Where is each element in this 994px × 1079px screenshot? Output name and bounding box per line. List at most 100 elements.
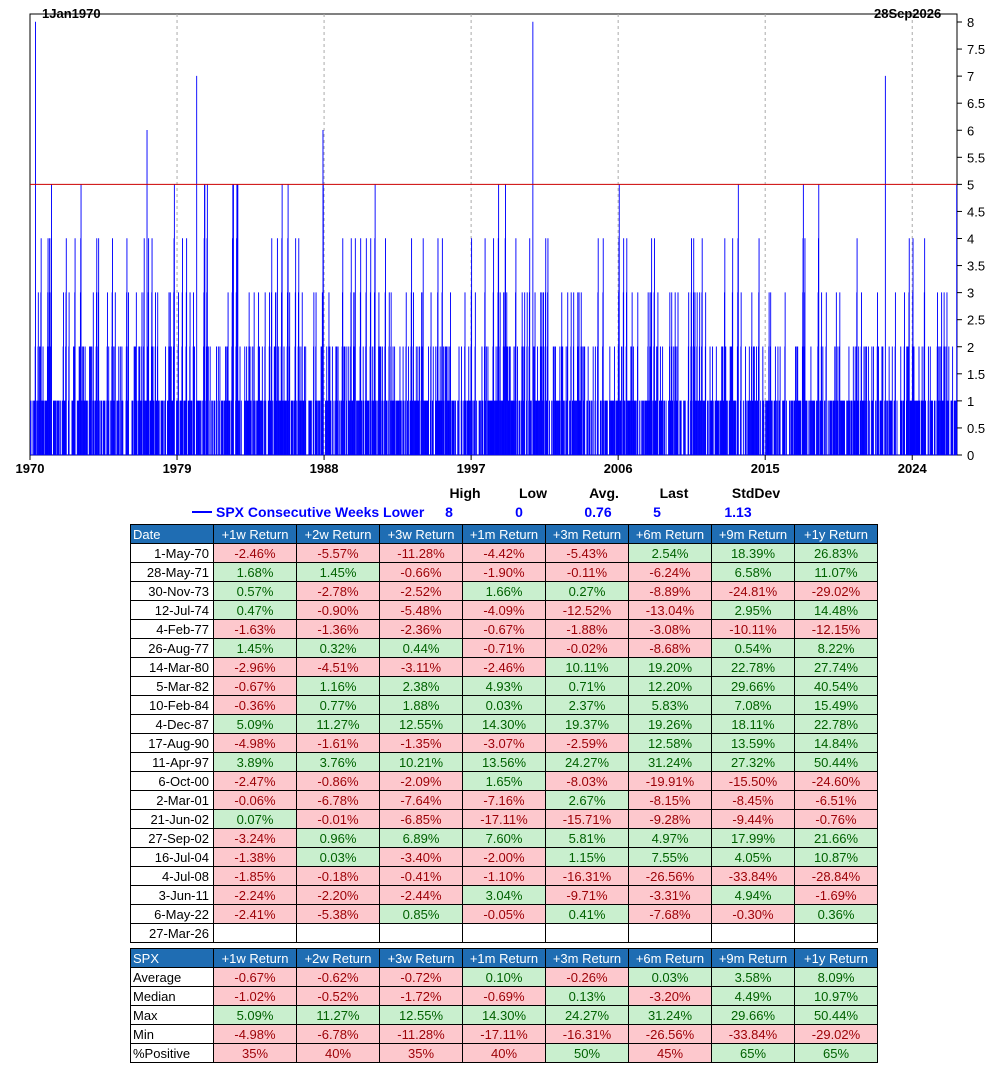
- legend-stat-label: Avg.: [589, 485, 619, 501]
- return-cell: -2.46%: [462, 657, 546, 677]
- event-date: 21-Jun-02: [130, 809, 214, 829]
- x-tick-label: 2006: [604, 461, 633, 476]
- return-cell: 0.96%: [296, 828, 380, 848]
- legend-stat-label: Low: [519, 485, 547, 501]
- legend-stat-label: StdDev: [732, 485, 780, 501]
- stat-cell: 31.24%: [628, 1005, 712, 1025]
- y-tick-label: 4.5: [967, 204, 985, 219]
- return-cell: 4.93%: [462, 676, 546, 696]
- return-cell: 0.77%: [296, 695, 380, 715]
- y-tick-label: 8: [967, 15, 974, 30]
- event-date: 26-Aug-77: [130, 638, 214, 658]
- return-cell: 0.41%: [545, 904, 629, 924]
- return-cell: -0.01%: [296, 809, 380, 829]
- column-header: +1y Return: [794, 524, 878, 544]
- return-cell: 1.45%: [213, 638, 297, 658]
- return-cell: -12.52%: [545, 600, 629, 620]
- table-row: 4-Dec-87 5.09% 11.27% 12.55% 14.30% 19.37% 19.…: [130, 714, 878, 734]
- stat-cell: 11.27%: [296, 1005, 380, 1025]
- return-cell: 40.54%: [794, 676, 878, 696]
- event-returns-table: Date +1w Return +2w Return +3w Return +1m Re…: [130, 524, 878, 943]
- event-date: 12-Jul-74: [130, 600, 214, 620]
- y-tick-label: 7.5: [967, 42, 985, 57]
- return-cell: -1.90%: [462, 562, 546, 582]
- return-cell: 0.32%: [296, 638, 380, 658]
- return-cell: 29.66%: [711, 676, 795, 696]
- return-cell: -0.67%: [213, 676, 297, 696]
- event-date: 4-Dec-87: [130, 714, 214, 734]
- return-cell: 14.84%: [794, 733, 878, 753]
- return-cell: -1.69%: [794, 885, 878, 905]
- return-cell: 4.94%: [711, 885, 795, 905]
- weeks-lower-chart: 0 0.5 1 1.5 2 2.5 3 3.5 4 4.5 5 5.5 6 6.5 7 7.5 8 1970 197…: [16, 6, 986, 520]
- return-cell: 24.27%: [545, 752, 629, 772]
- y-tick-label: 5: [967, 177, 974, 192]
- return-cell: -2.00%: [462, 847, 546, 867]
- column-header: +2w Return: [296, 524, 380, 544]
- stat-label: Max: [130, 1005, 214, 1025]
- table-row: 3-Jun-11 -2.24% -2.20% -2.44% 3.04% -9.71% -3.…: [130, 885, 878, 905]
- table-row: %Positive 35% 40% 35% 40% 50% 45% 65% 65%: [130, 1043, 878, 1063]
- event-date: 6-May-22: [130, 904, 214, 924]
- stat-cell: 29.66%: [711, 1005, 795, 1025]
- column-header: +9m Return: [711, 524, 795, 544]
- return-cell: -2.52%: [379, 581, 463, 601]
- table-row: Median -1.02% -0.52% -1.72% -0.69% 0.13% -3.20…: [130, 986, 878, 1006]
- return-cell: -1.88%: [545, 619, 629, 639]
- stat-cell: 45%: [628, 1043, 712, 1063]
- return-cell: -9.44%: [711, 809, 795, 829]
- return-cell: 0.57%: [213, 581, 297, 601]
- stat-cell: 35%: [213, 1043, 297, 1063]
- x-tick-label: 1979: [163, 461, 192, 476]
- return-cell: -0.06%: [213, 790, 297, 810]
- return-cell: -28.84%: [794, 866, 878, 886]
- return-cell: -13.04%: [628, 600, 712, 620]
- return-cell: -8.15%: [628, 790, 712, 810]
- return-cell: -3.07%: [462, 733, 546, 753]
- return-cell: 17.99%: [711, 828, 795, 848]
- return-cell: 2.67%: [545, 790, 629, 810]
- return-cell: 19.20%: [628, 657, 712, 677]
- table-row: 11-Apr-97 3.89% 3.76% 10.21% 13.56% 24.27% 31.…: [130, 752, 878, 772]
- legend-stat-label: High: [449, 485, 480, 501]
- event-date: 4-Feb-77: [130, 619, 214, 639]
- return-cell: 1.88%: [379, 695, 463, 715]
- stat-cell: 50.44%: [794, 1005, 878, 1025]
- return-cell: [628, 923, 712, 943]
- return-cell: 2.37%: [545, 695, 629, 715]
- table-row: 5-Mar-82 -0.67% 1.16% 2.38% 4.93% 0.71% 12.20%…: [130, 676, 878, 696]
- column-header: +1w Return: [213, 524, 297, 544]
- return-cell: -0.02%: [545, 638, 629, 658]
- column-header: +6m Return: [628, 524, 712, 544]
- legend-stat-label: Last: [660, 485, 689, 501]
- event-date: 4-Jul-08: [130, 866, 214, 886]
- return-cell: 0.03%: [296, 847, 380, 867]
- return-cell: -0.66%: [379, 562, 463, 582]
- return-cell: -7.64%: [379, 790, 463, 810]
- event-date: 16-Jul-04: [130, 847, 214, 867]
- return-cell: -26.56%: [628, 866, 712, 886]
- return-cell: 7.60%: [462, 828, 546, 848]
- table-row: 26-Aug-77 1.45% 0.32% 0.44% -0.71% -0.02% -8.6…: [130, 638, 878, 658]
- stat-label: Min: [130, 1024, 214, 1044]
- table-row: 4-Jul-08 -1.85% -0.18% -0.41% -1.10% -16.31% -…: [130, 866, 878, 886]
- return-cell: -11.28%: [379, 543, 463, 563]
- return-cell: -0.71%: [462, 638, 546, 658]
- return-cell: -2.96%: [213, 657, 297, 677]
- return-cell: 0.85%: [379, 904, 463, 924]
- return-cell: 3.89%: [213, 752, 297, 772]
- return-cell: -29.02%: [794, 581, 878, 601]
- return-cell: 12.58%: [628, 733, 712, 753]
- return-cell: 10.11%: [545, 657, 629, 677]
- return-cell: -0.41%: [379, 866, 463, 886]
- return-cell: -8.03%: [545, 771, 629, 791]
- return-cell: 2.54%: [628, 543, 712, 563]
- stat-cell: -29.02%: [794, 1024, 878, 1044]
- return-cell: -24.81%: [711, 581, 795, 601]
- return-cell: 1.66%: [462, 581, 546, 601]
- stat-cell: 50%: [545, 1043, 629, 1063]
- return-cell: -7.68%: [628, 904, 712, 924]
- column-header: +3w Return: [379, 948, 463, 968]
- return-cell: 18.39%: [711, 543, 795, 563]
- stat-cell: 14.30%: [462, 1005, 546, 1025]
